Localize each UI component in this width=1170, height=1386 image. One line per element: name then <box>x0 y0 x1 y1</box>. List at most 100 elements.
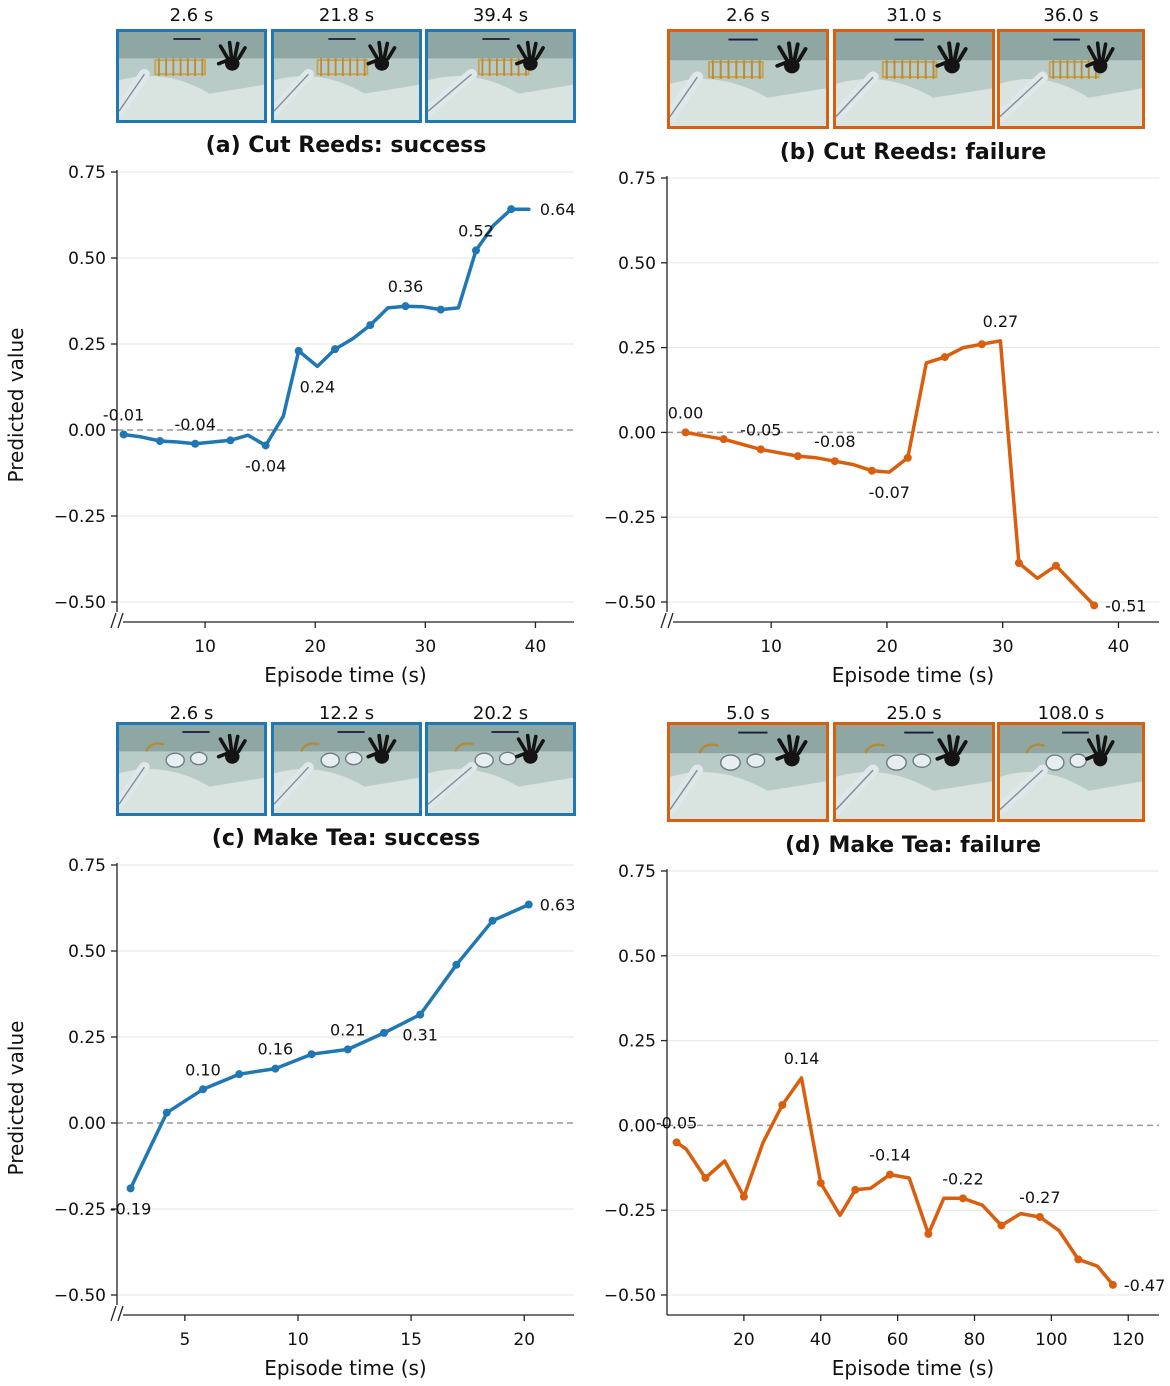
video-frame <box>425 722 576 816</box>
frame-scene <box>1000 32 1142 126</box>
frame-time-label: 2.6 s <box>169 5 214 26</box>
data-point <box>977 340 986 349</box>
x-tick-label: 20 <box>304 637 326 657</box>
data-label: -0.08 <box>814 432 855 451</box>
video-frame <box>116 722 267 816</box>
data-label: 0.63 <box>540 896 576 915</box>
panel-title: (b) Cut Reeds: failure <box>779 140 1047 165</box>
data-label: -0.04 <box>245 456 286 475</box>
data-point <box>416 1010 425 1019</box>
data-point <box>471 246 480 255</box>
y-tick-label: 0.50 <box>68 942 106 962</box>
y-tick-label: 0.00 <box>618 1116 656 1136</box>
panel-title: (d) Make Tea: failure <box>784 833 1042 858</box>
x-tick-label: 15 <box>400 1330 422 1350</box>
data-point <box>119 430 128 439</box>
panel-a: 2.6 s 21.8 s 39.4 s (a) Cut Reeds: succe… <box>0 0 585 693</box>
y-tick-label: 0.50 <box>68 249 106 269</box>
frame-scene <box>119 32 264 120</box>
x-tick-label: 40 <box>1108 637 1130 657</box>
data-point <box>307 1050 316 1059</box>
frame-scene <box>670 725 826 819</box>
y-tick-label: −0.50 <box>54 593 106 613</box>
data-point <box>155 437 164 446</box>
data-label: -0.19 <box>110 1199 151 1218</box>
data-point <box>379 1028 388 1037</box>
y-tick-label: 0.75 <box>68 163 106 183</box>
data-point <box>507 205 516 214</box>
panel-c: 2.6 s 12.2 s 20.2 s (c) Make Tea: succes… <box>0 693 585 1386</box>
y-tick-label: 0.50 <box>618 254 656 274</box>
frame-scene <box>836 725 992 819</box>
data-point <box>756 445 765 454</box>
data-point <box>401 302 410 311</box>
video-frame <box>271 29 422 123</box>
y-tick-label: 0.25 <box>68 1028 106 1048</box>
data-label: 0.27 <box>983 312 1019 331</box>
y-tick-label: 0.25 <box>618 1032 656 1052</box>
data-point <box>681 428 690 437</box>
data-point <box>191 439 200 448</box>
x-tick-label: 40 <box>810 1330 832 1350</box>
y-tick-label: 0.00 <box>68 421 106 441</box>
frame-time-label: 25.0 s <box>886 703 942 724</box>
data-label: -0.14 <box>869 1146 910 1165</box>
data-point <box>488 916 497 925</box>
data-point <box>294 346 303 355</box>
data-point <box>924 1229 933 1238</box>
x-tick-label: 10 <box>194 637 216 657</box>
panel-d: 5.0 s 25.0 s 108.0 s (d) Make Tea: failu… <box>585 693 1170 1386</box>
x-tick-label: 100 <box>1035 1330 1067 1350</box>
axis-break-mark <box>110 612 124 629</box>
data-point <box>1035 1212 1044 1221</box>
y-tick-label: 0.75 <box>618 862 656 882</box>
data-point <box>672 1138 681 1147</box>
data-point <box>126 1184 135 1193</box>
data-label: 0.52 <box>458 221 494 240</box>
frame-time-label: 2.6 s <box>726 5 770 26</box>
y-tick-label: 0.75 <box>68 856 106 876</box>
frame-scene <box>428 32 573 120</box>
data-point <box>226 436 235 445</box>
data-label: 0.31 <box>402 1026 438 1045</box>
frames-b: 2.6 s 31.0 s 36.0 s <box>667 0 1145 130</box>
data-point <box>816 1179 825 1188</box>
panel-title: (a) Cut Reeds: success <box>205 133 487 158</box>
panel-b: 2.6 s 31.0 s 36.0 s (b) Cut Reeds: failu… <box>585 0 1170 693</box>
data-point <box>331 345 340 354</box>
data-point <box>701 1173 710 1182</box>
frame-time-label: 12.2 s <box>318 703 375 724</box>
data-label: 0.24 <box>300 377 336 396</box>
x-tick-label: 40 <box>525 637 547 657</box>
x-axis-label: Episode time (s) <box>832 663 994 687</box>
data-point <box>261 441 270 450</box>
frame-time-label: 31.0 s <box>886 5 942 26</box>
data-label: 0.16 <box>258 1040 294 1059</box>
data-label: -0.05 <box>740 420 781 439</box>
y-tick-label: −0.50 <box>54 1286 106 1306</box>
x-tick-label: 20 <box>513 1330 535 1350</box>
frame-time-label: 20.2 s <box>472 703 529 724</box>
y-tick-label: 0.75 <box>618 169 656 189</box>
y-tick-label: −0.50 <box>604 593 656 613</box>
y-tick-label: −0.25 <box>604 508 656 528</box>
data-label: -0.27 <box>1019 1188 1060 1207</box>
y-tick-label: −0.25 <box>604 1201 656 1221</box>
series-line <box>683 339 1096 608</box>
data-label: -0.51 <box>1105 596 1146 615</box>
data-label: -0.47 <box>1124 1276 1165 1295</box>
x-tick-label: 60 <box>887 1330 909 1350</box>
frame-scene <box>670 32 826 126</box>
data-point <box>162 1108 171 1117</box>
series-line <box>674 1076 1115 1287</box>
frame-time-label: 21.8 s <box>318 5 375 26</box>
y-tick-label: −0.25 <box>54 507 106 527</box>
y-tick-label: 0.50 <box>618 947 656 967</box>
line-chart-d: 0.75 0.50 0.25 0.00 −0.25 −0.50 20 40 60 80 100 120… <box>604 862 1165 1380</box>
data-point <box>903 453 912 462</box>
x-axis-label: Episode time (s) <box>264 663 426 687</box>
data-point <box>1014 558 1023 567</box>
y-tick-label: 0.25 <box>68 335 106 355</box>
frames-c: 2.6 s 12.2 s 20.2 s <box>116 693 576 818</box>
data-point <box>739 1192 748 1201</box>
